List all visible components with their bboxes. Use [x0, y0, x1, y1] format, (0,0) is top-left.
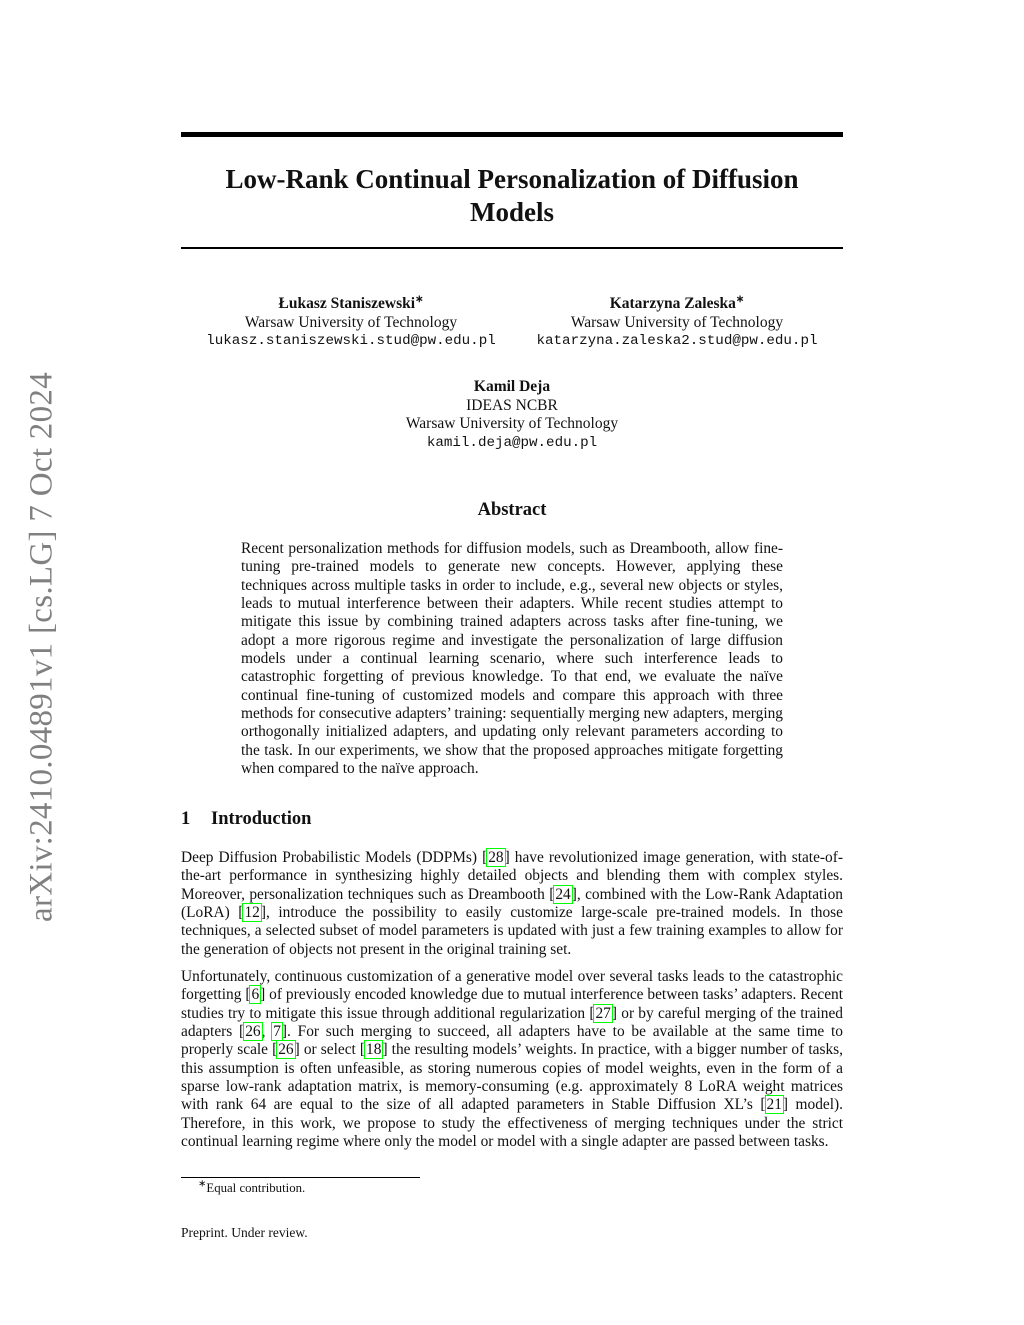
paragraph-text: ] have revolutionized image generation, …	[181, 849, 843, 903]
citation-link[interactable]: 7	[271, 1022, 283, 1042]
section-title: Introduction	[211, 809, 312, 829]
citation-link[interactable]: 21	[764, 1095, 784, 1115]
author-name: Łukasz Staniszewski	[278, 295, 416, 312]
citation-link[interactable]: 12	[242, 903, 262, 923]
citation-link[interactable]: 26	[276, 1040, 296, 1060]
intro-paragraph: Unfortunately, continuous customization …	[181, 968, 843, 1151]
paragraph-text: ], combined with the Low-Rank Adaptation…	[181, 885, 843, 922]
footnote-mark: ∗	[735, 293, 745, 305]
author-affiliation: Warsaw University of Technology	[570, 313, 784, 331]
abstract-text: Recent personalization methods for diffu…	[241, 540, 783, 778]
section-heading: 1 Introduction	[181, 809, 311, 830]
arxiv-stamp: arXiv:2410.04891v1 [cs.LG] 7 Oct 2024	[23, 371, 60, 923]
paper-title: Low-Rank Continual Personalization of Di…	[181, 163, 843, 229]
author-affiliation: IDEAS NCBR	[466, 396, 558, 414]
author-block: Kamil Deja IDEAS NCBR Warsaw University …	[181, 378, 843, 452]
footnote: ∗Equal contribution.	[198, 1178, 306, 1196]
author-affiliation: Warsaw University of Technology	[405, 415, 619, 432]
paragraph-text: ,	[261, 1023, 273, 1041]
paragraph-text: ] of previously encoded knowledge due to…	[181, 986, 844, 1022]
footnote-mark: ∗	[415, 293, 424, 305]
footnote-text: Equal contribution.	[206, 1181, 306, 1195]
author-email[interactable]: kamil.deja@pw.edu.pl	[426, 434, 598, 451]
paragraph-text: ] the resulting models’ weights. In prac…	[181, 1041, 843, 1114]
citation-link[interactable]: 24	[553, 884, 573, 904]
paragraph-text: ] or select [	[294, 1041, 366, 1059]
citation-link[interactable]: 18	[364, 1040, 384, 1060]
title-line: Low-Rank Continual Personalization of Di…	[225, 164, 799, 194]
citation-link[interactable]: 27	[593, 1003, 613, 1023]
paragraph-text: ], introduce the possibility to easily c…	[181, 904, 843, 958]
paragraph-text: Deep Diffusion Probabilistic Models (DDP…	[181, 849, 488, 866]
footnote-rule	[181, 1177, 420, 1178]
author-email[interactable]: katarzyna.zaleska2.stud@pw.edu.pl	[536, 333, 818, 349]
author-name: Kamil Deja	[473, 378, 551, 395]
title-bottom-rule	[181, 247, 843, 249]
title-top-rule	[181, 132, 843, 137]
section-number: 1	[181, 809, 191, 829]
paragraph-text: ] model). Therefore, in this work, we pr…	[181, 1096, 843, 1151]
intro-paragraph: Deep Diffusion Probabilistic Models (DDP…	[181, 848, 843, 959]
citation-link[interactable]: 28	[486, 848, 506, 867]
paragraph-text: ]. For such merging to succeed, all adap…	[181, 1023, 843, 1059]
author-block: Łukasz Staniszewski∗ Warsaw University o…	[181, 293, 521, 351]
paragraph-text: Unfortunately, continuous customization …	[181, 968, 843, 1004]
citation-link[interactable]: 26	[243, 1022, 263, 1042]
footnote-mark: ∗	[198, 1178, 207, 1190]
author-email[interactable]: lukasz.staniszewski.stud@pw.edu.pl	[206, 333, 496, 349]
author-affiliation: Warsaw University of Technology	[244, 313, 458, 331]
title-line: Models	[470, 197, 554, 227]
author-name: Katarzyna Zaleska	[609, 295, 736, 312]
abstract-heading: Abstract	[477, 500, 547, 520]
footer-note: Preprint. Under review.	[181, 1225, 308, 1240]
author-block: Katarzyna Zaleska∗ Warsaw University of …	[517, 293, 837, 351]
citation-link[interactable]: 6	[249, 985, 262, 1005]
paragraph-text: ] or by careful merging of the trained a…	[181, 1004, 843, 1041]
